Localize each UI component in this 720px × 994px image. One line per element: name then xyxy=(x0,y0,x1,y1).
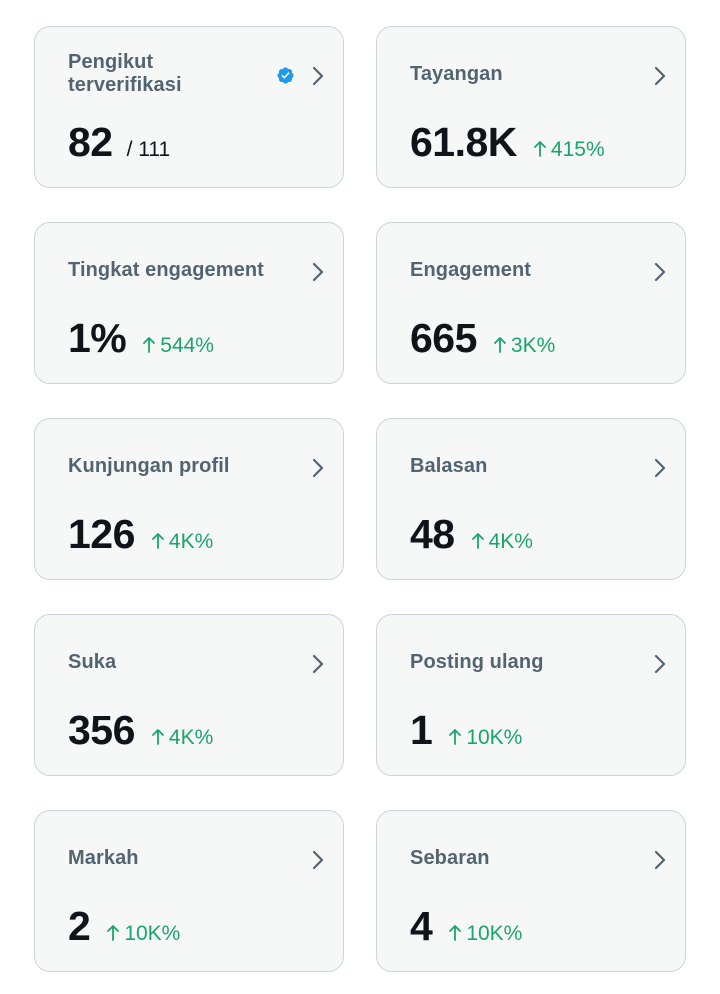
metric-change-value: 10K% xyxy=(466,726,523,749)
metric-value: 2 xyxy=(68,903,91,949)
arrow-up-icon xyxy=(471,533,484,549)
metric-change: 415% xyxy=(533,138,605,162)
metric-change-value: 3K% xyxy=(510,334,556,357)
arrow-up-icon xyxy=(494,337,506,353)
card-engagements[interactable]: Engagement 665 3K% xyxy=(376,222,686,384)
metric-change-value: 10K% xyxy=(466,922,523,945)
card-label: Suka xyxy=(68,651,117,673)
card-engagement-rate[interactable]: Tingkat engagement 1% 544% xyxy=(34,222,344,384)
chevron-right-icon[interactable] xyxy=(309,849,327,871)
chevron-right-icon[interactable] xyxy=(651,849,669,871)
metric-change: 3K% xyxy=(493,334,555,358)
card-label: Tingkat engagement xyxy=(68,259,264,281)
value-row: 2 10K% xyxy=(68,903,180,950)
metric-value: 1% xyxy=(68,315,127,361)
card-label: Sebaran xyxy=(410,847,490,869)
arrow-up-icon xyxy=(449,925,462,941)
card-label: Balasan xyxy=(410,455,488,477)
metric-change: 4K% xyxy=(151,726,213,750)
metric-change-value: 544% xyxy=(160,334,214,357)
metric-value: 1 xyxy=(410,707,433,753)
analytics-card-grid: Pengikut terverifikasi 82 / 111 Tayangan… xyxy=(34,26,686,972)
metric-value: 61.8K xyxy=(410,119,517,165)
metric-change-value: 10K% xyxy=(124,922,181,945)
card-impressions[interactable]: Tayangan 61.8K 415% xyxy=(376,26,686,188)
value-row: 665 3K% xyxy=(410,315,555,362)
value-row: 1% 544% xyxy=(68,315,214,362)
arrow-up-icon xyxy=(152,729,164,745)
card-label: Kunjungan profil xyxy=(68,455,230,477)
chevron-right-icon[interactable] xyxy=(651,653,669,675)
card-label: Posting ulang xyxy=(410,651,544,673)
value-row: 61.8K 415% xyxy=(410,119,605,166)
arrow-up-icon xyxy=(107,925,120,941)
chevron-right-icon[interactable] xyxy=(651,65,669,87)
metric-value: 4 xyxy=(410,903,433,949)
metric-change-value: 4K% xyxy=(168,530,214,553)
card-likes[interactable]: Suka 356 4K% xyxy=(34,614,344,776)
value-row: 356 4K% xyxy=(68,707,213,754)
metric-change: 544% xyxy=(142,334,214,358)
card-verified-followers[interactable]: Pengikut terverifikasi 82 / 111 xyxy=(34,26,344,188)
metric-change-value: 4K% xyxy=(168,726,214,749)
value-row: 1 10K% xyxy=(410,707,522,754)
metric-value: 82 xyxy=(68,119,113,165)
chevron-right-icon[interactable] xyxy=(651,261,669,283)
chevron-right-icon[interactable] xyxy=(309,261,327,283)
card-label: Engagement xyxy=(410,259,532,281)
metric-change-value: 415% xyxy=(550,138,605,161)
metric-change: 10K% xyxy=(448,922,522,946)
chevron-right-icon[interactable] xyxy=(309,653,327,675)
card-label: Markah xyxy=(68,847,139,869)
metric-change: 10K% xyxy=(106,922,180,946)
arrow-up-icon xyxy=(449,729,462,745)
card-bookmarks[interactable]: Markah 2 10K% xyxy=(34,810,344,972)
value-row: 4 10K% xyxy=(410,903,522,950)
card-replies[interactable]: Balasan 48 4K% xyxy=(376,418,686,580)
metric-value: 48 xyxy=(410,511,455,557)
metric-value: 126 xyxy=(68,511,135,557)
card-label: Tayangan xyxy=(410,63,503,85)
card-shares[interactable]: Sebaran 4 10K% xyxy=(376,810,686,972)
chevron-right-icon[interactable] xyxy=(651,457,669,479)
card-label: Pengikut terverifikasi xyxy=(68,51,182,96)
card-reposts[interactable]: Posting ulang 1 10K% xyxy=(376,614,686,776)
metric-change: 10K% xyxy=(448,726,522,750)
metric-total: / 111 xyxy=(126,138,171,161)
metric-change: 4K% xyxy=(151,530,213,554)
value-row: 82 / 111 xyxy=(68,119,170,166)
metric-value: 665 xyxy=(410,315,477,361)
arrow-up-icon xyxy=(534,141,546,157)
verified-badge-icon xyxy=(277,67,294,84)
value-row: 48 4K% xyxy=(410,511,533,558)
metric-value: 356 xyxy=(68,707,135,753)
metric-change-value: 4K% xyxy=(488,530,533,553)
metric-change: 4K% xyxy=(471,530,533,554)
arrow-up-icon xyxy=(152,533,164,549)
card-profile-visits[interactable]: Kunjungan profil 126 4K% xyxy=(34,418,344,580)
arrow-up-icon xyxy=(143,337,156,353)
chevron-right-icon[interactable] xyxy=(309,65,327,87)
value-row: 126 4K% xyxy=(68,511,213,558)
chevron-right-icon[interactable] xyxy=(309,457,327,479)
